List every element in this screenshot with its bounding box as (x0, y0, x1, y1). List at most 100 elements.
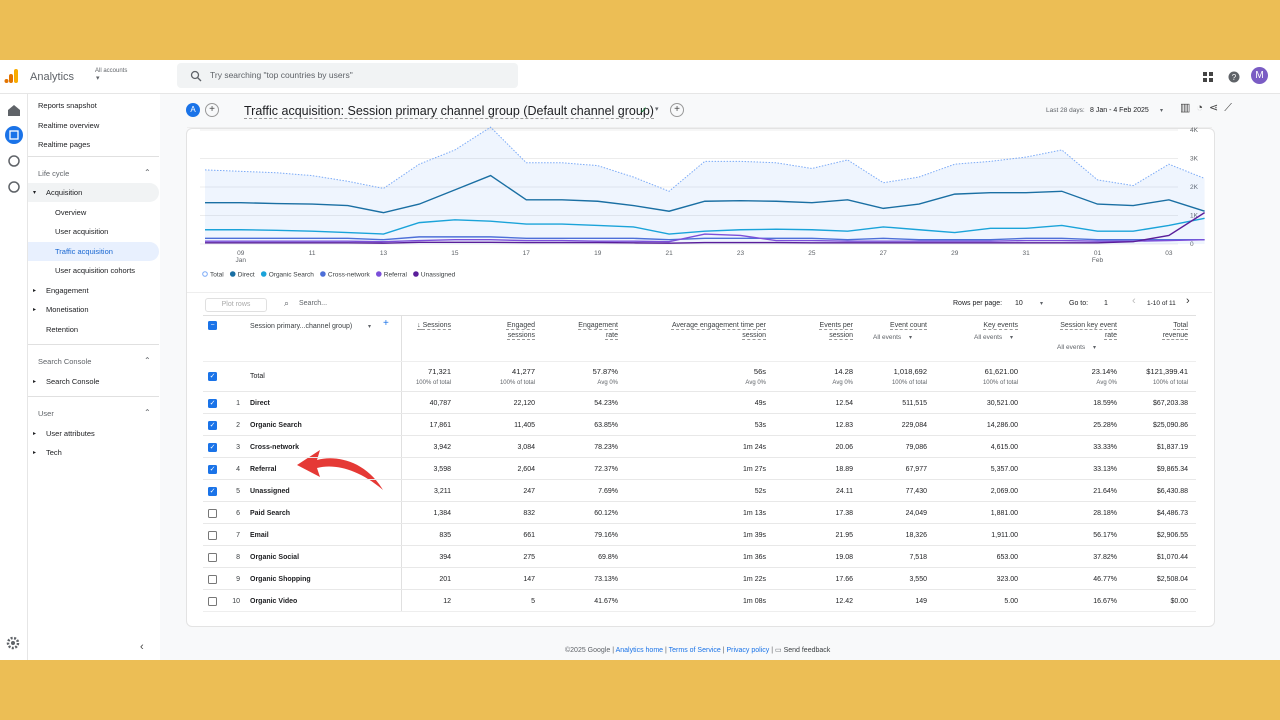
nav-group[interactable]: Retention (46, 324, 79, 334)
footer-link[interactable]: Terms of Service (668, 647, 721, 654)
account-caret[interactable]: ▾ (96, 75, 100, 82)
nav-caret[interactable]: ▸ (33, 287, 37, 294)
nav-section-caret[interactable]: ⌃ (144, 356, 151, 365)
checkbox[interactable] (208, 531, 217, 540)
settings-icon[interactable] (6, 636, 20, 650)
column-header[interactable]: Events per session (819, 322, 853, 339)
date-range[interactable]: 8 Jan - 4 Feb 2025 (1090, 107, 1149, 114)
cell: 12.83 (835, 422, 853, 429)
nav-caret[interactable]: ▸ (33, 430, 37, 437)
add-button[interactable]: + (670, 103, 684, 117)
total-sub: Avg 0% (745, 380, 766, 386)
prev-page[interactable]: ‹ (1132, 295, 1136, 307)
table-search[interactable]: Search... (299, 300, 328, 307)
column-header[interactable]: Sessions (422, 322, 451, 329)
nav-caret[interactable]: ▸ (33, 307, 37, 313)
checkbox[interactable]: ✓ (208, 443, 217, 452)
goto-value[interactable]: 1 (1104, 300, 1108, 307)
column-header[interactable]: Event count (890, 322, 927, 329)
column-header[interactable]: Total revenue (1162, 322, 1188, 339)
search-placeholder[interactable]: Try searching "top countries by users" (210, 70, 353, 80)
column-header[interactable]: Key events (983, 322, 1018, 329)
checkbox[interactable]: ✓ (208, 487, 217, 496)
nav-link[interactable]: Realtime pages (38, 140, 91, 149)
checkbox[interactable] (208, 597, 217, 606)
row-name[interactable]: Unassigned (250, 488, 290, 495)
nav-caret[interactable]: ▾ (33, 190, 37, 196)
nav-item[interactable]: Traffic acquisition (55, 246, 113, 256)
checkbox[interactable]: ✓ (208, 421, 217, 430)
toolbar-icons[interactable]: ▥◔⋖⟋ (1180, 102, 1238, 114)
plot-rows[interactable]: Plot rows (205, 298, 267, 312)
checkbox[interactable] (208, 509, 217, 518)
nav-item[interactable]: User acquisition (55, 227, 109, 236)
column-header[interactable]: Engagement rate (578, 322, 618, 339)
cell: 2,604 (517, 466, 535, 473)
row-name[interactable]: Organic Social (250, 554, 300, 561)
search-box[interactable] (177, 63, 518, 88)
row-name[interactable]: Referral (250, 466, 277, 473)
nav-item[interactable]: User acquisition cohorts (55, 266, 136, 275)
dimension-caret[interactable]: ▾ (368, 324, 372, 330)
nav-group[interactable]: Engagement (46, 285, 89, 295)
checkbox[interactable] (208, 553, 217, 562)
nav-group[interactable]: Tech (46, 448, 62, 457)
x-tick-label: 15 (451, 250, 459, 257)
column-header-wrap[interactable]: ↓ Sessions (391, 321, 451, 331)
row-name[interactable]: Email (250, 532, 269, 539)
nav-group[interactable]: Monetisation (46, 305, 89, 314)
cell: 56.17% (1093, 532, 1117, 539)
checkbox[interactable]: ✓ (208, 399, 217, 408)
avatar[interactable]: M (1251, 67, 1268, 84)
cell: 149 (915, 598, 927, 605)
cell: 12.54 (835, 400, 853, 407)
nav-section-title[interactable]: Life cycle (38, 168, 70, 178)
row-line (203, 479, 1196, 480)
column-sub[interactable]: All events (873, 334, 902, 341)
nav-caret[interactable]: ▸ (33, 450, 37, 456)
total-value: 56s (753, 367, 766, 376)
row-name[interactable]: Organic Shopping (250, 576, 311, 583)
add-comparison[interactable]: + (205, 103, 219, 117)
row-name[interactable]: Organic Search (250, 422, 302, 429)
rows-value[interactable]: 10 (1015, 300, 1023, 307)
row-name[interactable]: Organic Video (250, 598, 298, 605)
checkbox[interactable]: ✓ (208, 372, 217, 381)
collapse-nav[interactable]: ‹ (140, 641, 144, 653)
column-sub[interactable]: All events (1057, 344, 1086, 351)
nav-item[interactable]: Overview (55, 207, 87, 217)
checkbox[interactable]: ✓ (208, 465, 217, 474)
cell: 17,861 (429, 422, 451, 429)
checkbox[interactable]: − (208, 321, 217, 330)
column-header[interactable]: Engaged sessions (506, 322, 535, 339)
series-line (205, 233, 1205, 243)
footer-link[interactable]: Privacy policy (726, 647, 770, 654)
comparison-badge[interactable]: A (186, 103, 200, 117)
account-label[interactable]: All accounts (95, 68, 128, 74)
feedback-link[interactable]: Send feedback (783, 647, 831, 654)
checkbox[interactable] (208, 575, 217, 584)
next-page[interactable]: › (1186, 295, 1190, 307)
nav-group[interactable]: Acquisition (46, 188, 83, 197)
column-header[interactable]: Session key event rate (1060, 322, 1117, 339)
cell: 3,598 (433, 466, 451, 473)
row-name[interactable]: Cross-network (250, 444, 300, 451)
nav-link[interactable]: Realtime overview (38, 120, 100, 130)
nav-section-title[interactable]: User (38, 409, 54, 418)
nav-caret[interactable]: ▸ (33, 378, 37, 385)
column-sub[interactable]: All events (974, 334, 1003, 341)
row-name[interactable]: Direct (250, 400, 270, 407)
nav-link[interactable]: Reports snapshot (38, 101, 97, 110)
y-tick-label: 3K (1190, 156, 1199, 163)
column-header[interactable]: Average engagement time per session (671, 322, 766, 339)
nav-group[interactable]: User attributes (46, 428, 95, 438)
nav-section-title[interactable]: Search Console (38, 357, 92, 366)
nav-group[interactable]: Search Console (46, 376, 100, 386)
rows-caret[interactable]: ▾ (1040, 301, 1044, 307)
footer-link[interactable]: Analytics home (615, 647, 664, 654)
row-name[interactable]: Paid Search (250, 510, 291, 517)
nav-section-caret[interactable]: ⌃ (144, 167, 151, 177)
date-caret[interactable]: ▾ (1160, 108, 1164, 114)
add-dimension[interactable]: + (383, 318, 389, 329)
nav-section-caret[interactable]: ⌃ (144, 408, 151, 417)
